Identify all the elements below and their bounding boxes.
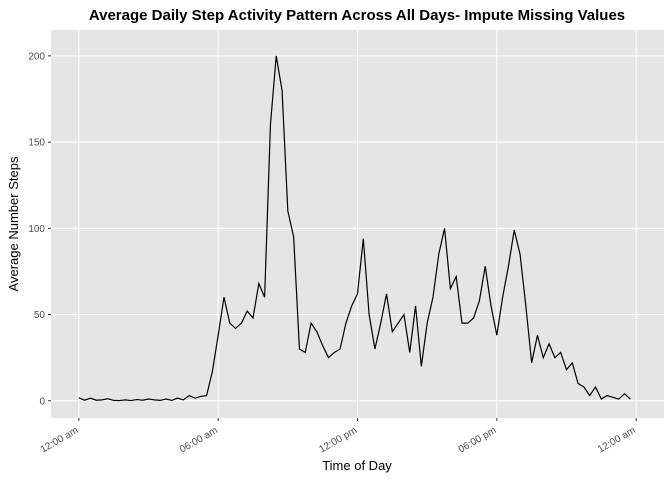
line xyxy=(78,55,631,402)
y-tick-label: 150 xyxy=(28,138,45,149)
x-tick-label: 12:00 am xyxy=(39,425,81,455)
y-tick-label: 50 xyxy=(34,310,46,321)
x-tick-label: 06:00 pm xyxy=(457,425,499,455)
x-axis-label: Time of Day xyxy=(322,458,392,473)
x-tick-label: 06:00 am xyxy=(178,425,220,455)
y-tick-label: 100 xyxy=(28,224,45,235)
x-tick-label: 12:00 pm xyxy=(317,425,359,455)
y-tick-label: 200 xyxy=(28,51,45,62)
chart-title: Average Daily Step Activity Pattern Acro… xyxy=(89,7,625,24)
y-tick-label: 0 xyxy=(39,396,45,407)
y-axis-label: Average Number Steps xyxy=(6,156,21,291)
x-tick-label: 12:00 am xyxy=(596,425,638,455)
